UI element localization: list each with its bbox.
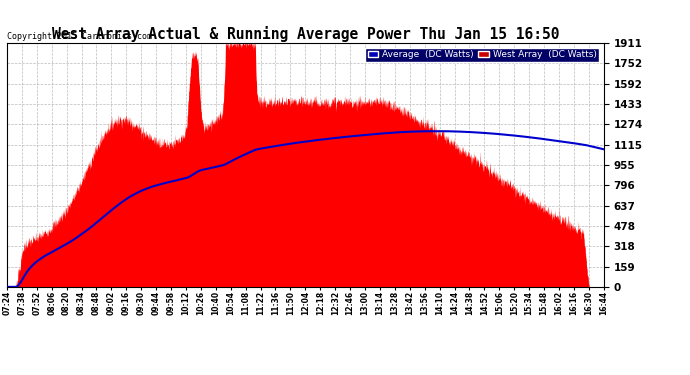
Title: West Array Actual & Running Average Power Thu Jan 15 16:50: West Array Actual & Running Average Powe…	[52, 26, 559, 42]
Legend: Average  (DC Watts), West Array  (DC Watts): Average (DC Watts), West Array (DC Watts…	[365, 48, 599, 62]
Text: Copyright 2015 Cartronics.com: Copyright 2015 Cartronics.com	[7, 32, 152, 41]
